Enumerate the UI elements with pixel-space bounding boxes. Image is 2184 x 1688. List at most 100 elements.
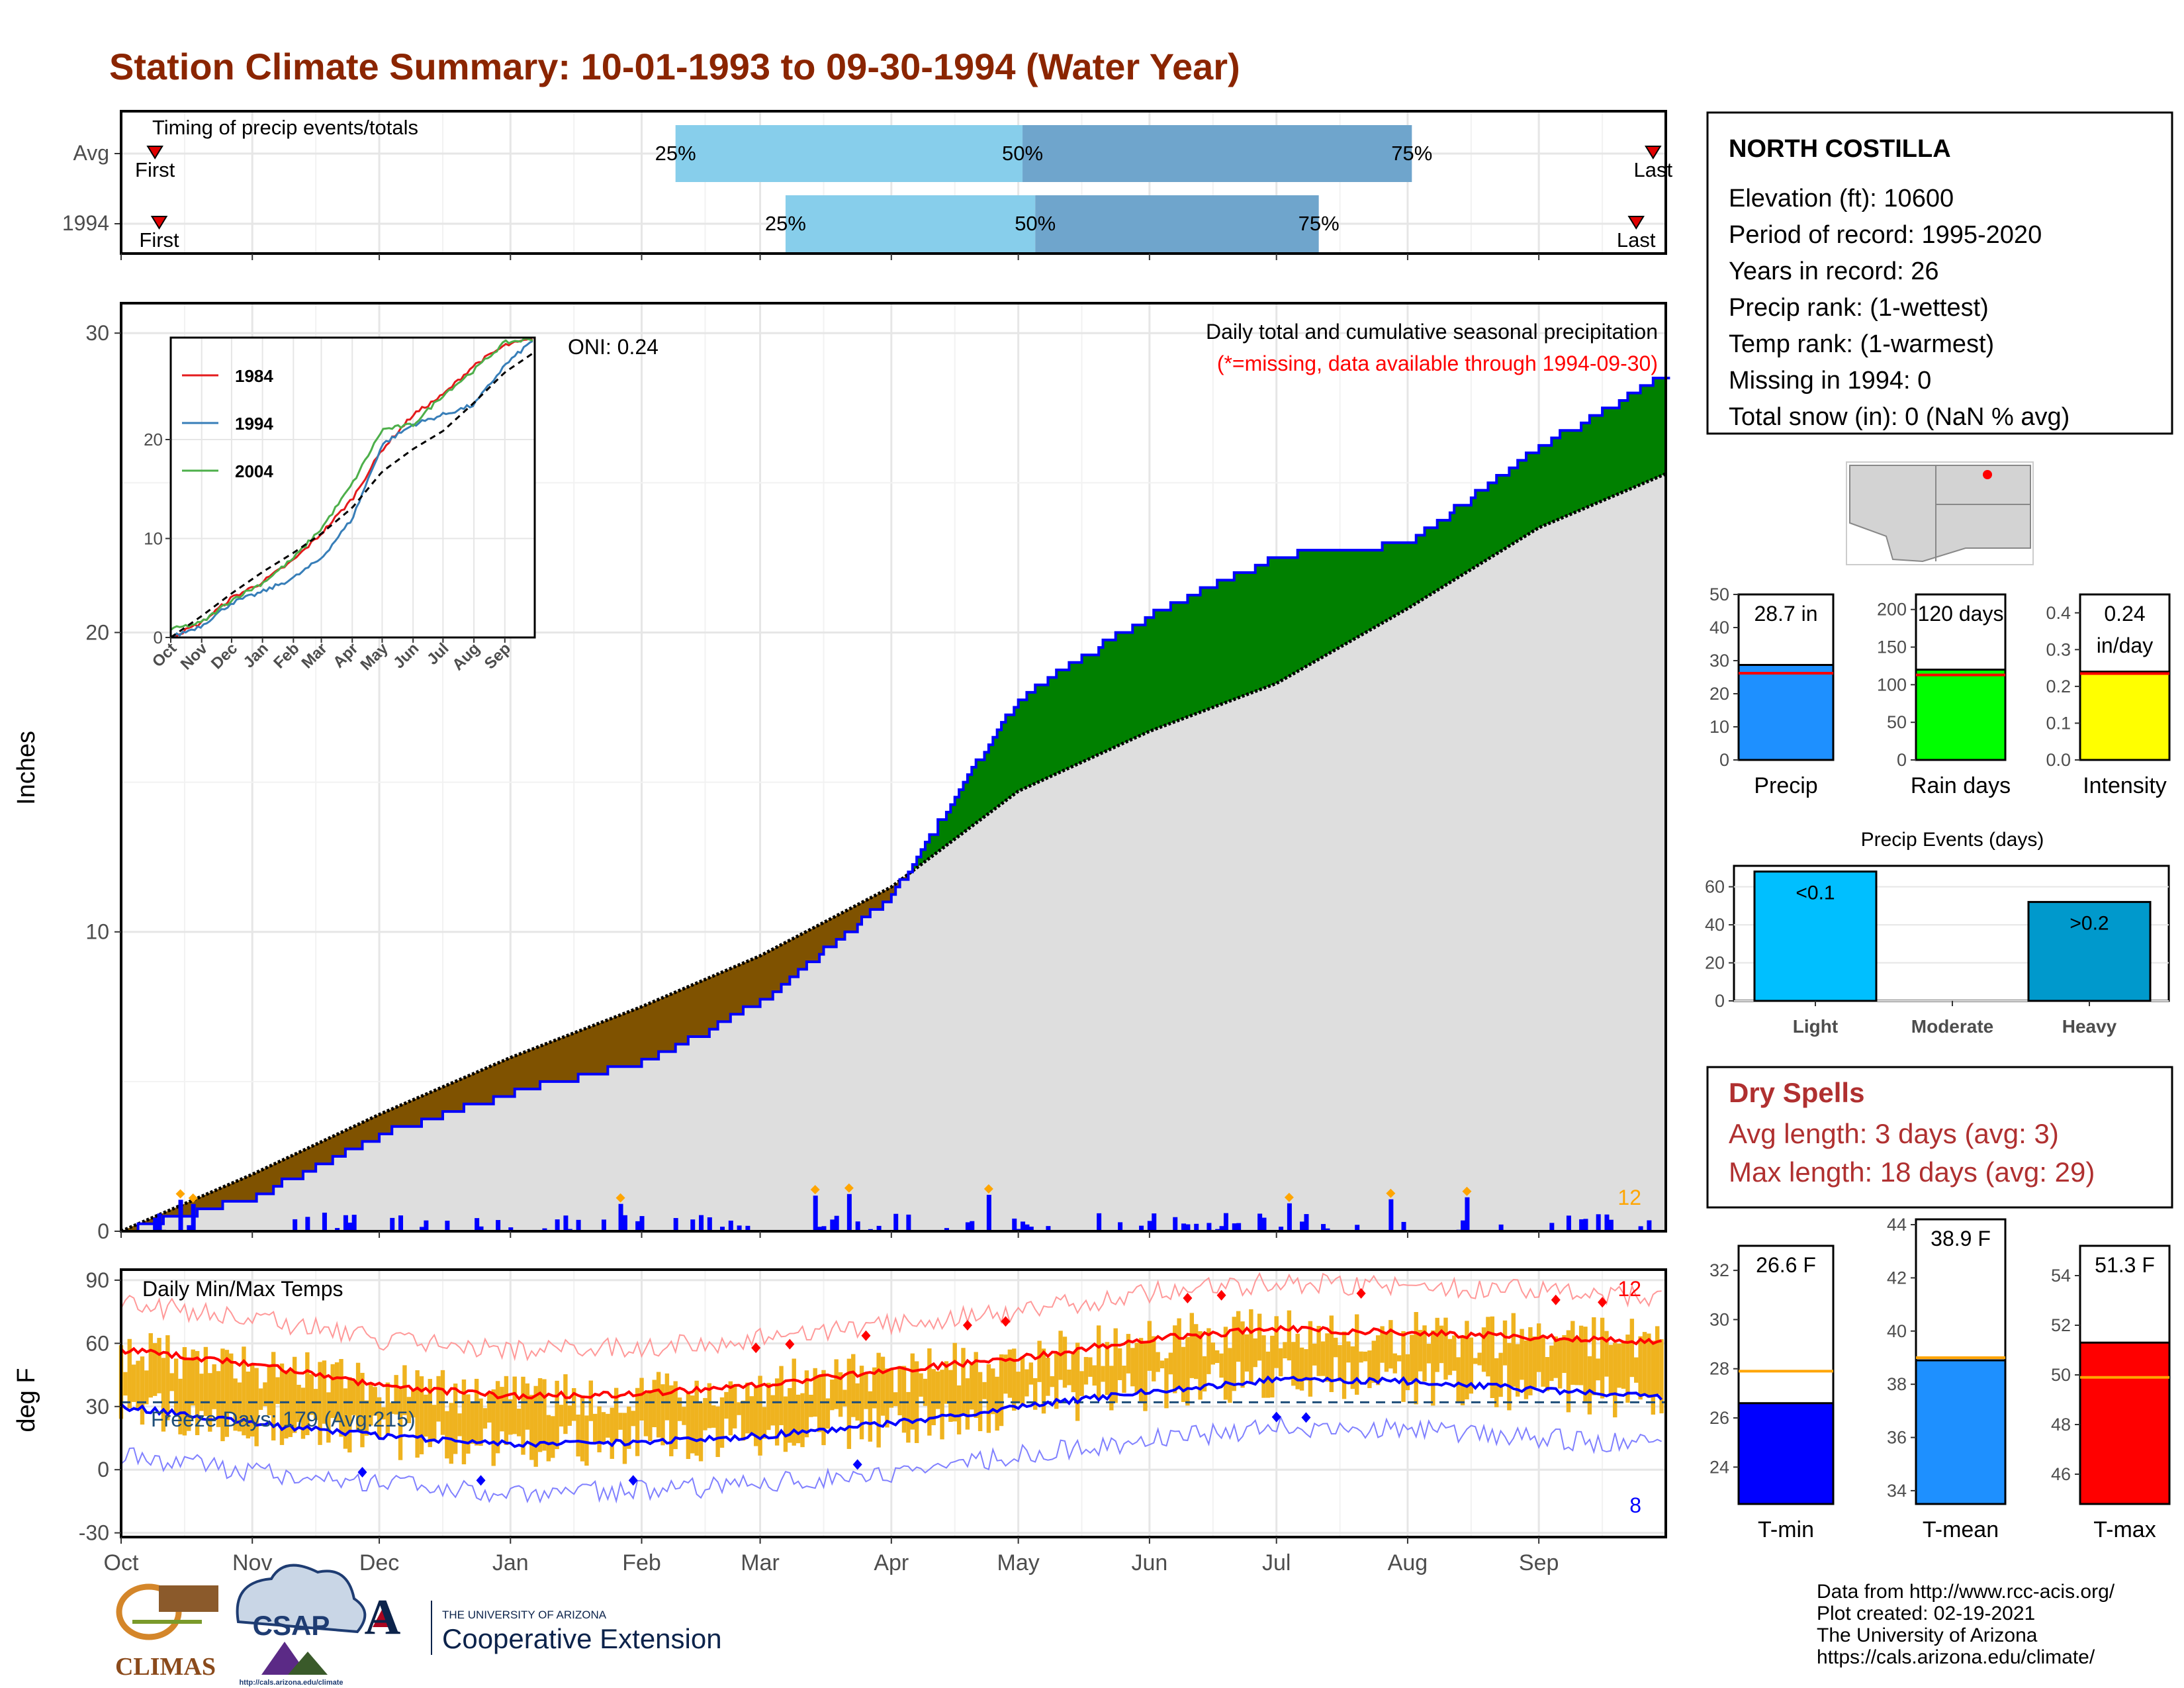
daily-temp-range-bar [445,1411,449,1459]
daily-temp-range-bar [279,1363,285,1445]
daily-precip-bar [720,1227,725,1231]
daily-temp-range-bar [1291,1342,1296,1386]
daily-temp-range-bar [288,1370,293,1437]
daily-temp-range-bar [1206,1328,1211,1374]
station-name: NORTH COSTILLA [1729,135,1951,163]
daily-temp-range-bar [1079,1371,1084,1396]
daily-temp-range-bar [326,1392,331,1443]
daily-temp-range-bar [1613,1342,1617,1418]
daily-precip-bar [1152,1213,1157,1231]
daily-precip-bar [1304,1214,1309,1231]
station-info-line: Temp rank: (1-warmest) [1729,330,1994,358]
daily-temp-range-bar [703,1397,707,1430]
daily-precip-bar [1206,1223,1212,1231]
daily-temp-range-bar [673,1381,678,1450]
daily-temp-range-bar [783,1396,788,1452]
daily-temp-range-bar [551,1416,555,1458]
daily-temp-range-bar [724,1391,729,1419]
missing-data-note: (*=missing, data available through 1994-… [1217,352,1658,375]
daily-temp-range-bar [1507,1342,1512,1411]
daily-temp-range-bar [1177,1318,1181,1389]
daily-precip-bar [855,1221,860,1231]
daily-temp-range-bar [1469,1337,1474,1394]
daily-temp-range-bar [682,1407,686,1425]
daily-temp-range-bar [588,1380,593,1421]
daily-temp-range-bar [711,1405,716,1428]
daily-temp-range-bar [1007,1349,1013,1398]
daily-temp-range-bar [148,1333,153,1398]
daily-precip-bar [601,1219,606,1231]
precip-y-tick-label: 20 [85,620,109,644]
daily-temp-range-bar [813,1368,817,1417]
record-high-marker [1551,1294,1561,1305]
daily-temp-range-bar [504,1376,509,1445]
daily-temp-range-bar [1629,1319,1635,1378]
daily-precip-bar [555,1219,560,1231]
daily-precip-bar [1549,1223,1555,1231]
daily-temp-range-bar [1498,1352,1503,1397]
daily-precip-bar [1257,1213,1263,1231]
tmean-gauge-tick-label: 38 [1887,1374,1907,1394]
daily-temp-range-bar [1452,1335,1457,1371]
daily-temp-range-bar [224,1350,230,1437]
record-high-marker [1183,1292,1193,1303]
daily-temp-range-bar [495,1381,500,1454]
intensity-gauge-value-text: 0.24 [2104,602,2145,626]
ua-logo-icon: A [365,1589,401,1645]
daily-temp-range-bar [474,1378,479,1446]
precip-y-tick-label: 0 [97,1219,109,1243]
daily-temp-range-bar [411,1390,416,1418]
daily-temp-range-bar [741,1400,746,1441]
daily-temp-range-bar [1083,1356,1089,1385]
daily-precip-bar [576,1219,581,1231]
rain-days-gauge-tick-label: 0 [1897,750,1907,770]
tmax-gauge-label: T-max [2093,1517,2156,1542]
daily-temp-range-bar [525,1383,530,1430]
credit-line: https://cals.arizona.edu/climate/ [1817,1646,2095,1668]
daily-temp-range-bar [919,1373,923,1397]
daily-temp-range-bar [1396,1355,1402,1362]
station-info-line: Precip rank: (1-wettest) [1729,294,1989,322]
inset-legend-label: 1984 [235,366,273,386]
tmin-gauge-tick-label: 26 [1709,1408,1729,1428]
daily-temp-range-bar [991,1368,995,1415]
daily-temp-range-bar [1338,1345,1342,1382]
daily-precip-bar [834,1215,839,1231]
daily-temp-range-bar [296,1384,301,1423]
inset-series-1994 [170,340,533,639]
timing-bar-50-75 [1023,125,1412,182]
climas-logo-icon [159,1585,218,1612]
daily-temp-range-bar [635,1387,640,1456]
daily-temp-range-bar [339,1358,343,1437]
daily-temp-range-bar [610,1407,614,1459]
daily-temp-range-bar [1024,1369,1029,1397]
daily-temp-range-bar [1320,1341,1326,1376]
daily-precip-bar [478,1226,484,1231]
daily-temp-range-bar [698,1403,704,1462]
daily-temp-range-bar [377,1397,382,1438]
tmean-gauge-tick-label: 40 [1887,1321,1907,1341]
daily-temp-range-bar [1359,1351,1363,1363]
daily-temp-range-bar [309,1374,314,1415]
daily-temp-range-bar [1367,1350,1372,1388]
daily-temp-range-bar [461,1379,467,1465]
ua-logo-small-text: THE UNIVERSITY OF ARIZONA [442,1609,607,1621]
daily-temp-range-bar [1219,1353,1224,1378]
daily-temp-range-bar [351,1380,356,1415]
daily-temp-range-bar [250,1364,255,1437]
daily-temp-range-bar [1067,1370,1071,1385]
daily-temp-range-bar [597,1406,602,1452]
daily-temp-range-bar [1431,1330,1435,1406]
tmin-gauge-tick-label: 24 [1709,1457,1729,1477]
timing-pct-25: 25% [765,212,806,235]
station-info-line: Missing in 1994: 0 [1729,367,1931,395]
daily-precip-bar [1097,1213,1102,1231]
observed-cumulative-line [121,377,1670,1233]
daily-precip-bar [1147,1221,1152,1231]
temp-panel-header: Daily Min/Max Temps [142,1277,343,1301]
precip-events-tick-label: 0 [1715,991,1725,1011]
record-low-line [120,1415,1662,1504]
timing-bar-25-50 [785,195,1036,252]
heavy-event-marker [810,1185,820,1195]
daily-temp-range-bar [606,1413,610,1438]
